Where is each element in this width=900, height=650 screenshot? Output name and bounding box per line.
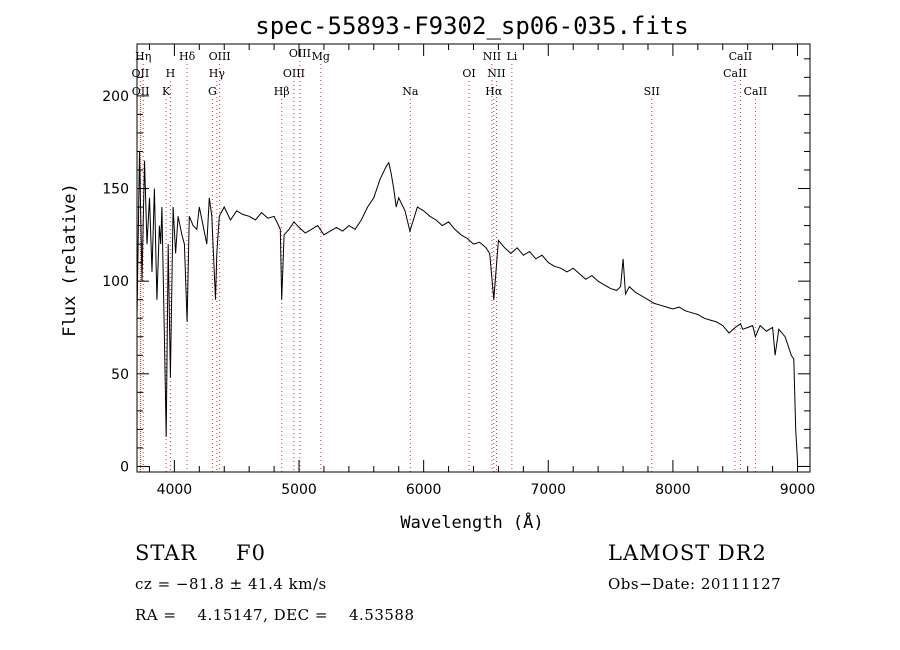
line-marker-label: Hη [135, 50, 151, 63]
chart-title: spec-55893-F9302_sp06-035.fits [255, 12, 688, 40]
line-marker-label: CaII [744, 85, 768, 98]
y-tick-label: 100 [102, 274, 129, 290]
line-marker-label: H [166, 67, 176, 80]
y-tick-label: 200 [102, 89, 129, 105]
line-marker-label: OII [132, 67, 150, 80]
x-tick-label: 5000 [281, 482, 317, 498]
x-tick-label: 4000 [157, 482, 193, 498]
y-tick-label: 150 [102, 182, 129, 198]
axes: 4000 5000 6000 7000 8000 9000 0 50 100 150 200 [102, 44, 815, 498]
line-marker-label: G [208, 85, 217, 98]
line-marker-label: Hγ [209, 67, 226, 80]
x-axis-label: Wavelength (Å) [400, 511, 543, 533]
spectrum-line [136, 151, 798, 461]
x-tick-label: 8000 [655, 482, 691, 498]
line-marker-label: Li [506, 50, 517, 63]
line-marker-label: K [162, 85, 171, 98]
line-marker-label: CaII [729, 50, 753, 63]
x-tick-label: 7000 [530, 482, 566, 498]
x-tick-label: 6000 [406, 482, 442, 498]
line-marker-label: Na [402, 85, 419, 98]
line-marker-label: OII [132, 85, 150, 98]
object-class: STAR [135, 541, 198, 565]
observation-date: Obs−Date: 20111127 [608, 575, 782, 593]
line-marker-label: Mg [312, 50, 330, 63]
line-marker-label: OI [462, 67, 475, 80]
y-axis-label: Flux (relative) [60, 183, 80, 337]
line-marker-label: Hα [485, 85, 503, 98]
plot-frame [136, 43, 811, 473]
line-marker-label: CaII [723, 67, 747, 80]
y-tick-label: 0 [120, 459, 129, 475]
coordinates: RA = 4.15147, DEC = 4.53588 [135, 606, 415, 624]
line-marker-label: Hδ [179, 50, 196, 63]
y-tick-label: 50 [111, 367, 129, 383]
line-marker-label: OIII [283, 67, 305, 80]
line-marker-label: Hβ [274, 85, 290, 98]
redshift-velocity: cz = −81.8 ± 41.4 km/s [135, 575, 327, 593]
line-marker-label: OIII [289, 47, 311, 60]
line-marker-label: NII [487, 67, 505, 80]
survey-name: LAMOST DR2 [608, 541, 767, 565]
x-tick-label: 9000 [780, 482, 816, 498]
line-marker-label: NII [483, 50, 501, 63]
line-marker-label: SII [644, 85, 660, 98]
spectral-subclass: F0 [236, 541, 266, 565]
line-marker-label: OIII [209, 50, 231, 63]
